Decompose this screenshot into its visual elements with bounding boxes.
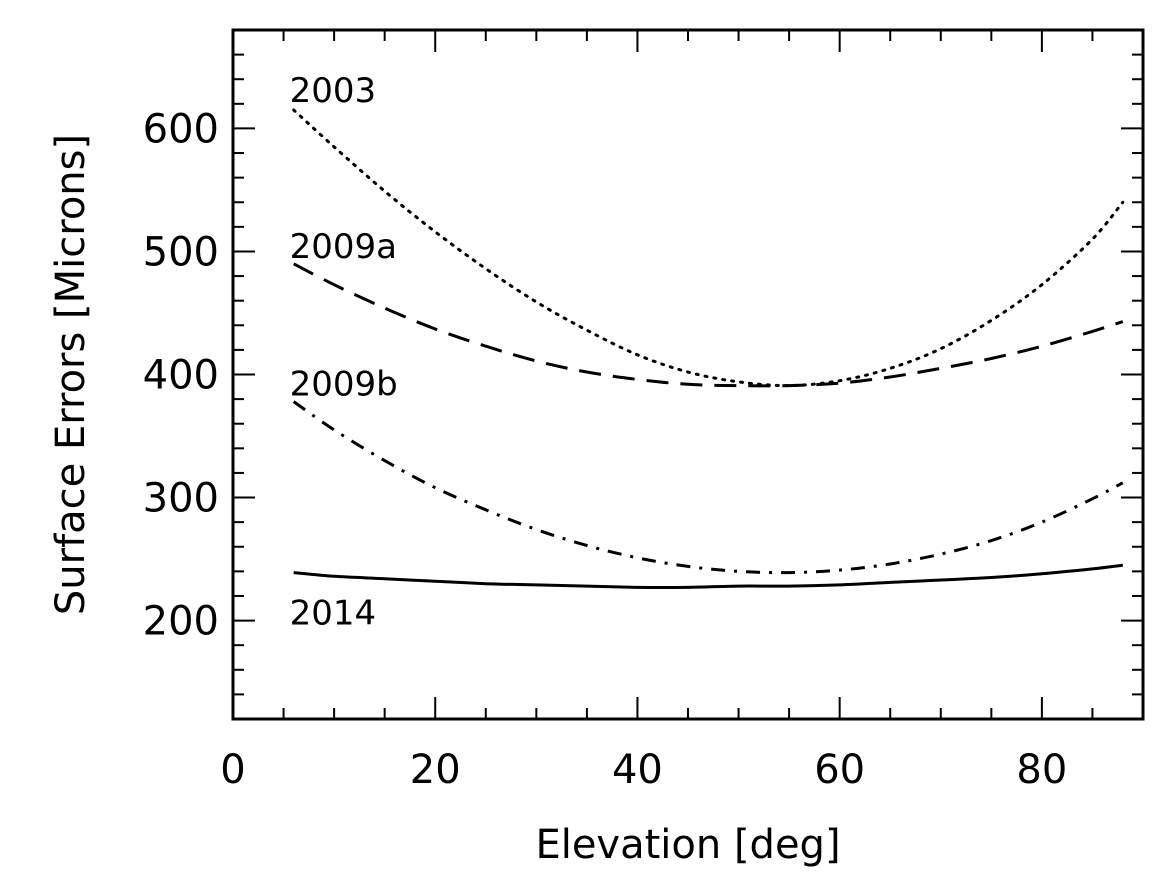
series-line-2003 [292,108,1125,388]
curve-label-2003: 2003 [290,71,377,111]
series-line-2009b [292,400,1124,575]
x-tick-label: 40 [612,747,663,793]
y-tick-label: 200 [143,599,219,645]
curve-label-2009b: 2009b [290,365,398,405]
y-tick-label: 400 [143,353,219,399]
curve-labels: 2003 2009a 2009b 2014 [290,71,398,634]
y-tick-label: 600 [143,106,219,152]
tick-labels: 0 20 40 60 80 200 300 400 500 600 [143,106,1068,793]
series-lines [292,108,1125,590]
curve-label-2009a: 2009a [290,227,397,267]
curve-label-2014: 2014 [290,594,377,634]
series-line-2014 [293,563,1123,590]
plot-frame [231,28,1145,721]
x-axis-title: Elevation [deg] [535,822,840,868]
y-tick-label: 500 [143,229,219,275]
x-tick-label: 20 [410,747,461,793]
series-line-2009a [293,262,1124,388]
x-tick-label: 60 [814,747,865,793]
x-tick-label: 80 [1016,747,1067,793]
y-axis-title: Surface Errors [Microns] [48,134,94,615]
x-tick-label: 0 [220,747,245,793]
y-tick-label: 300 [143,476,219,522]
